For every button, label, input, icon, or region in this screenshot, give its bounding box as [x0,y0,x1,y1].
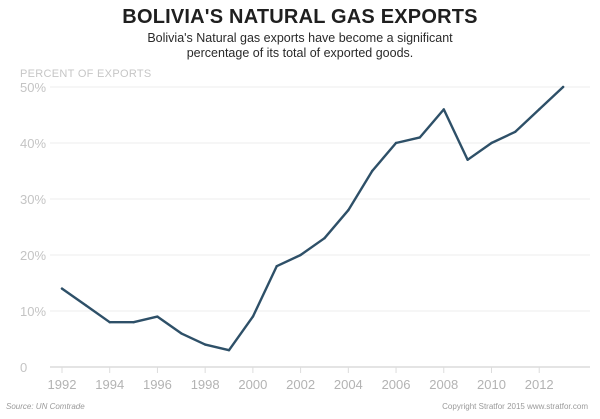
data-point [418,136,422,139]
data-point [466,158,469,161]
data-point [275,265,278,268]
y-tick-label: 10% [20,304,46,319]
data-point [60,287,64,290]
gridlines [50,86,590,368]
data-point [371,169,374,173]
data-point [347,209,350,212]
x-tick-label: 2000 [238,377,267,392]
x-tick-label: 2006 [382,377,411,392]
data-point [132,321,135,324]
y-tick-label: 0 [20,360,27,375]
data-point [227,349,231,352]
data-point [561,85,565,89]
y-axis-label: PERCENT OF EXPORTS [20,68,152,80]
chart-title: BOLIVIA'S NATURAL GAS EXPORTS [122,6,478,28]
y-tick-label: 50% [20,80,46,95]
series-line [60,85,565,352]
data-point [323,237,326,240]
data-point [156,315,159,318]
data-point [442,108,445,111]
x-tick-label: 2008 [429,377,458,392]
data-point [299,253,302,257]
chart-subtitle: Bolivia's Natural gas exports have becom… [147,31,453,60]
series-group [60,85,565,352]
x-tick-label: 2004 [334,377,363,392]
x-tick-label: 1998 [191,377,220,392]
data-point [204,343,207,346]
data-point [514,130,517,133]
data-point [251,315,255,318]
y-tick-label: 20% [20,248,46,263]
data-point [538,108,541,111]
y-tick-labels: 0 10% 20% 30% 40% 50% [20,80,46,375]
data-point [490,141,493,145]
data-point [394,141,398,145]
data-point [84,304,88,307]
x-tick-label: 1994 [95,377,124,392]
x-tick-label: 1992 [48,377,77,392]
x-tick-label: 2010 [477,377,506,392]
source-note: Source: UN Comtrade [6,402,85,411]
y-tick-label: 40% [20,136,46,151]
data-point [180,332,183,335]
x-tick-label: 1996 [143,377,172,392]
x-tick-label: 2002 [286,377,315,392]
x-tick-labels: 1992 1994 1996 1998 2000 2002 2004 2006 2008 2010… [48,367,554,392]
y-tick-label: 30% [20,192,46,207]
copyright-note: Copyright Stratfor 2015 www.stratfor.com [442,402,588,411]
x-tick-label: 2012 [525,377,554,392]
data-point [108,321,111,324]
